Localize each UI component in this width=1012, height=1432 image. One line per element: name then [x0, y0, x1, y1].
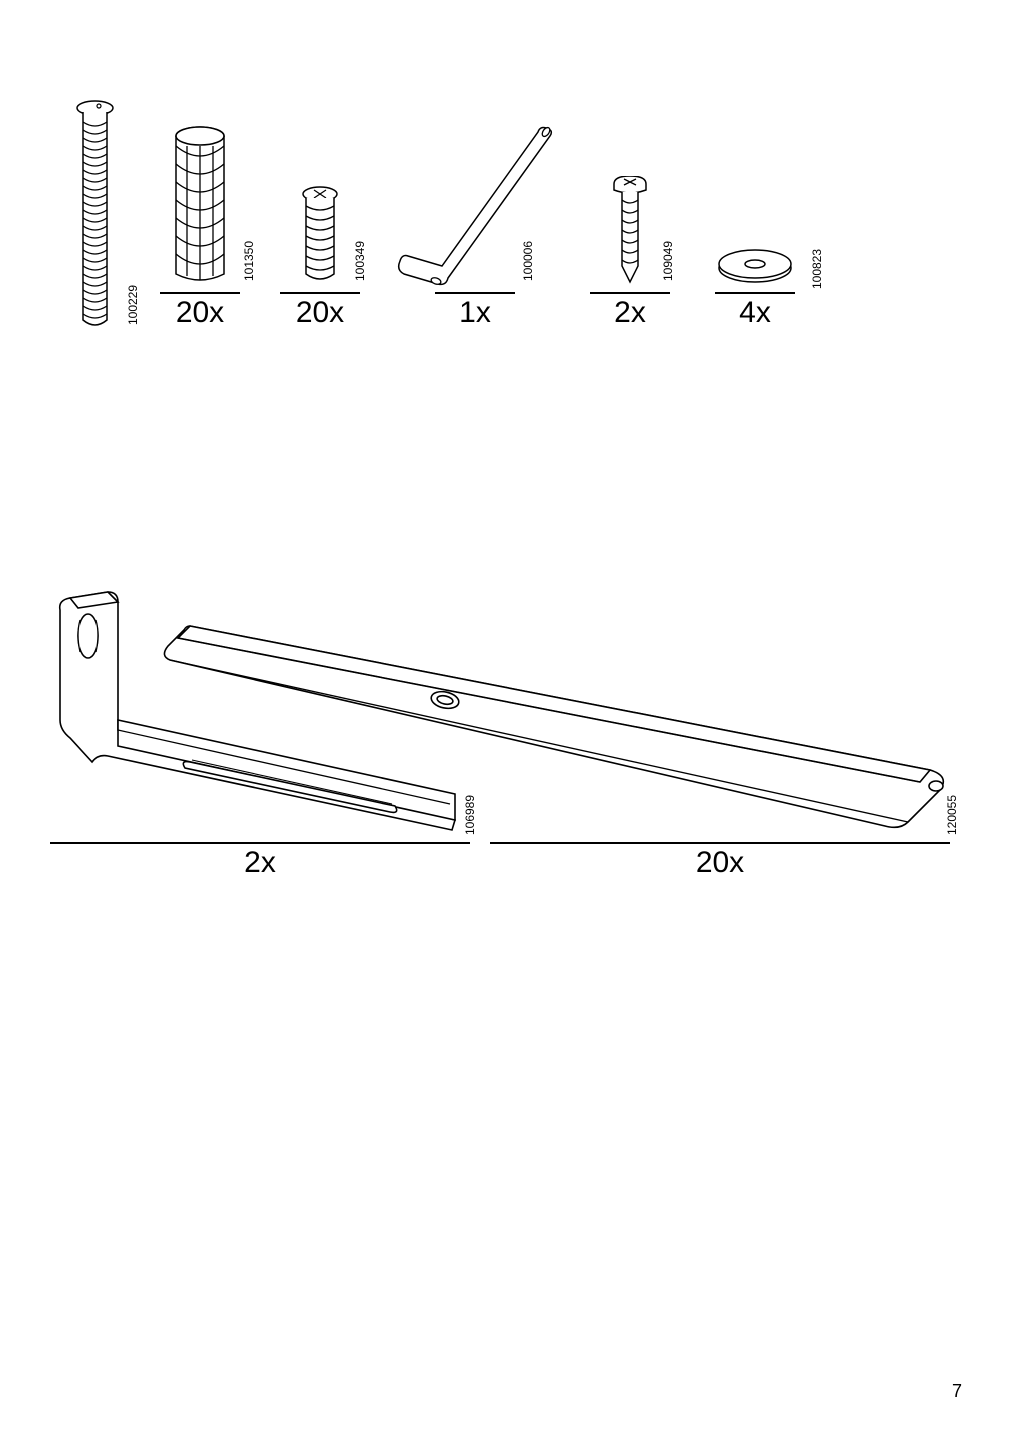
quantity-label: 20x [160, 292, 240, 330]
part-100349: 100349 20x [260, 176, 380, 330]
part-number: 100823 [810, 249, 824, 289]
part-100823: 100823 4x [690, 226, 820, 330]
part-number: 100006 [521, 241, 535, 281]
part-number: 109049 [661, 241, 675, 281]
part-number: 100229 [126, 285, 140, 325]
part-109049: 109049 2x [570, 166, 690, 330]
small-screw-icon [300, 186, 340, 286]
part-number: 106989 [463, 795, 477, 835]
part-number: 101350 [242, 241, 256, 281]
part-100006: 100006 1x [380, 116, 570, 330]
hardware-row-bottom: 106989 120055 2x 20x [50, 590, 962, 870]
quantity-label: 2x [50, 842, 470, 880]
assembly-page: 100229 [0, 0, 1012, 1432]
part-101350: 101350 20x [140, 116, 260, 330]
quantity-label: 4x [715, 292, 795, 330]
bracket-and-rail-icon [50, 590, 960, 850]
part-number: 100349 [353, 241, 367, 281]
panhead-screw-icon [610, 176, 650, 286]
page-number: 7 [952, 1381, 962, 1402]
part-number: 120055 [945, 795, 959, 835]
part-100229: 100229 [50, 90, 140, 330]
dowel-icon [173, 126, 227, 286]
quantity-label: 20x [490, 842, 950, 880]
quantity-label: 20x [280, 292, 360, 330]
quantity-label: 2x [590, 292, 670, 330]
bolt-icon [75, 100, 115, 330]
hardware-row-top: 100229 [50, 50, 962, 330]
washer-icon [715, 246, 795, 286]
quantity-label: 1x [435, 292, 515, 330]
